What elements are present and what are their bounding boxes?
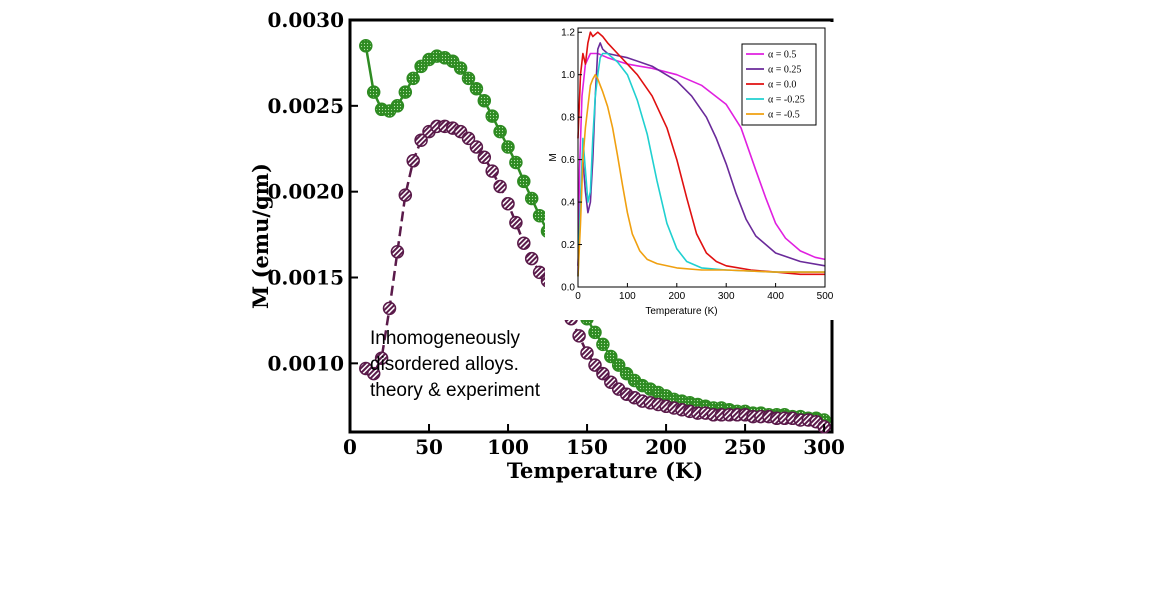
inset-y-tick-label: 1.2 [561,28,575,39]
legend-entry: α = -0.25 [768,95,805,106]
data-point [532,208,547,223]
inset-x-tick-label: 400 [767,291,784,302]
main-y-tick-label: 0.0030 [267,8,344,32]
inset-y-tick-label: 0.8 [561,113,575,124]
data-point [493,124,507,139]
data-point [517,174,531,189]
data-point [524,191,539,206]
main-x-tick-label: 0 [343,435,357,459]
main-y-tick-label: 0.0015 [267,266,344,290]
data-point [572,329,586,343]
data-point [509,215,523,230]
inset-series-line-4 [577,52,825,277]
data-point [524,251,539,266]
main-x-tick-label: 250 [724,435,766,459]
inset-series-line-5 [577,73,825,277]
main-x-tick-label: 50 [415,435,443,459]
inset-y-tick-label: 0.2 [561,240,575,251]
data-point [580,346,594,360]
annotation-text: Inhomogeneously disordered alloys. theor… [370,328,541,401]
main-y-tick-label: 0.0025 [267,94,344,118]
data-point [406,71,420,86]
data-point [596,337,610,352]
main-ticks-layer: 0 50 100 150 200 250 3000.00100.00150.00200.00… [267,8,845,459]
inset-series-layer [577,31,826,277]
legend-entry: α = 0.5 [768,50,796,61]
inset-plot-frame [577,27,826,288]
data-point [453,61,468,75]
main-y-axis-label: M (emu/gm) [248,163,273,309]
data-point [406,154,420,168]
data-point [604,349,618,364]
data-point [501,140,515,154]
main-x-tick-label: 300 [803,435,845,459]
main-x-axis-label: Temperature (K) [507,458,703,483]
data-point [611,358,626,372]
data-point [359,39,373,53]
inset-x-tick-label: 300 [718,291,735,302]
annotation-line-2: disordered alloys. [370,354,519,375]
inset-series-line-2 [577,42,826,267]
main-series-layer [359,39,831,434]
data-point [382,301,397,316]
data-point [477,93,492,108]
inset-series-line-3 [577,31,825,276]
main-x-tick-label: 100 [487,435,529,459]
inset-x-axis-label: Temperature (K) [645,306,717,317]
data-point [588,358,602,372]
inset-x-tick-label: 500 [817,291,834,302]
inset-ticks-layer: 0 100 200 300 400 500 0.0 0.2 0.4 0.6 0.8 1.0 1.2 [561,28,834,302]
data-point [469,81,484,96]
main-x-tick-label: 150 [566,435,608,459]
main-x-tick-label: 200 [645,435,687,459]
legend-entry: α = -0.5 [768,110,800,121]
legend-entry: α = 0.0 [768,80,796,91]
inset-x-tick-label: 0 [575,291,581,302]
annotation-line-3: theory & experiment [370,380,541,401]
data-point [501,196,515,211]
annotation-line-1: Inhomogeneously [370,328,520,349]
data-point [390,245,405,259]
data-point [596,366,610,381]
inset-y-tick-label: 0.4 [561,198,575,209]
data-point [398,188,413,202]
data-point [477,150,492,165]
data-point [461,131,476,146]
data-point [398,85,413,99]
inset-y-tick-label: 0.6 [561,155,575,166]
inset-y-tick-label: 0.0 [561,283,575,294]
data-point [414,133,428,147]
data-point [469,140,484,154]
main-y-tick-label: 0.0010 [267,351,344,375]
data-point [509,155,523,170]
inset-chart: 0 100 200 300 400 500 0.0 0.2 0.4 0.6 0.8 1.0 1.2 Te… [548,27,834,317]
inset-x-tick-label: 200 [668,291,685,302]
data-point [485,164,499,178]
data-point [461,71,476,86]
data-point [493,179,507,194]
data-point [517,236,531,250]
inset-y-axis-label: M [548,153,559,161]
main-series-2 [359,119,831,434]
inset-x-tick-label: 100 [619,291,636,302]
data-point [374,351,389,365]
data-point [485,109,499,123]
legend-entry: α = 0.25 [768,65,801,76]
data-point [390,99,405,113]
inset-y-tick-label: 1.0 [561,70,575,81]
inset-legend: α = 0.5 α = 0.25 α = 0.0 α = -0.25 α = -0.5 [741,43,817,126]
main-chart: 0 50 100 150 200 250 3000.00100.00150.00200.00… [248,8,845,483]
data-point [588,325,602,340]
data-point [366,366,381,381]
data-point [366,85,381,99]
main-y-tick-label: 0.0020 [267,180,344,204]
